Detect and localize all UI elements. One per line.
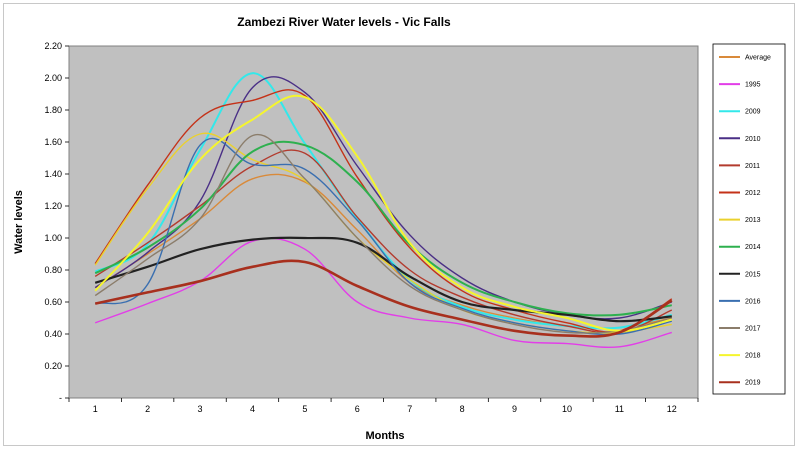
series-line-2014 [94,140,672,317]
legend-items: Average 1995 2009 2010 2011 2012 2013 2014 2015 2… [719,55,771,387]
x-axis: 1 2 3 4 5 6 7 8 9 10 11 12 [68,398,699,414]
legend-label: 2013 [745,217,761,224]
y-tick-label: 0.40 [44,329,62,339]
y-tick-label: 0.20 [44,361,62,371]
y-tick-label: 0.60 [44,297,62,307]
legend-label: 2009 [745,109,761,116]
x-tick-label: 11 [615,404,624,414]
y-tick-label: 1.00 [44,233,62,243]
y-axis: - 0.20 0.40 0.60 0.80 1.00 1.20 1.40 1.60 1.80 2.0… [44,41,69,403]
y-tick-label: 1.20 [44,201,62,211]
x-tick-label: 8 [460,404,465,414]
legend-label: 2016 [745,298,761,305]
x-tick-label: 2 [145,404,150,414]
y-tick-label: 1.60 [44,137,62,147]
series-line-2016 [94,137,672,336]
legend-label: 2018 [745,353,761,360]
legend-label: 2012 [745,190,761,197]
series-lines [94,72,673,349]
x-tick-label: 7 [407,404,412,414]
legend-label: 2010 [745,136,761,143]
x-tick-label: 6 [355,404,360,414]
series-line-2019 [94,259,673,338]
legend-label: 2011 [745,163,760,170]
legend-label: 2015 [745,271,761,278]
x-tick-label: 10 [562,404,572,414]
y-axis-label: Water levels [13,190,25,254]
legend-label: 1995 [745,82,761,89]
y-tick-label: 2.00 [44,73,62,83]
y-tick-label: 1.40 [44,169,62,179]
series-line-2018 [94,94,673,332]
x-tick-label: 5 [302,404,307,414]
x-tick-label: 9 [512,404,517,414]
series-line-2015 [94,236,672,323]
legend-label: 2014 [745,244,761,251]
x-tick-label: 12 [667,404,677,414]
x-tick-label: 3 [198,404,203,414]
y-tick-label: - [59,393,62,403]
series-line-2017 [94,133,672,334]
y-tick-label: 2.20 [44,41,62,51]
plot-area [68,45,699,399]
legend-label: Average [745,55,771,62]
x-tick-label: 1 [93,404,98,414]
y-tick-label: 1.80 [44,105,62,115]
y-tick-label: 0.80 [44,265,62,275]
chart-title: Zambezi River Water levels - Vic Falls [237,15,451,29]
x-tick-label: 4 [250,404,255,414]
legend-label: 2019 [745,380,761,387]
legend-label: 2017 [745,326,761,333]
x-axis-label: Months [365,430,404,442]
series-line-2011 [94,149,673,334]
